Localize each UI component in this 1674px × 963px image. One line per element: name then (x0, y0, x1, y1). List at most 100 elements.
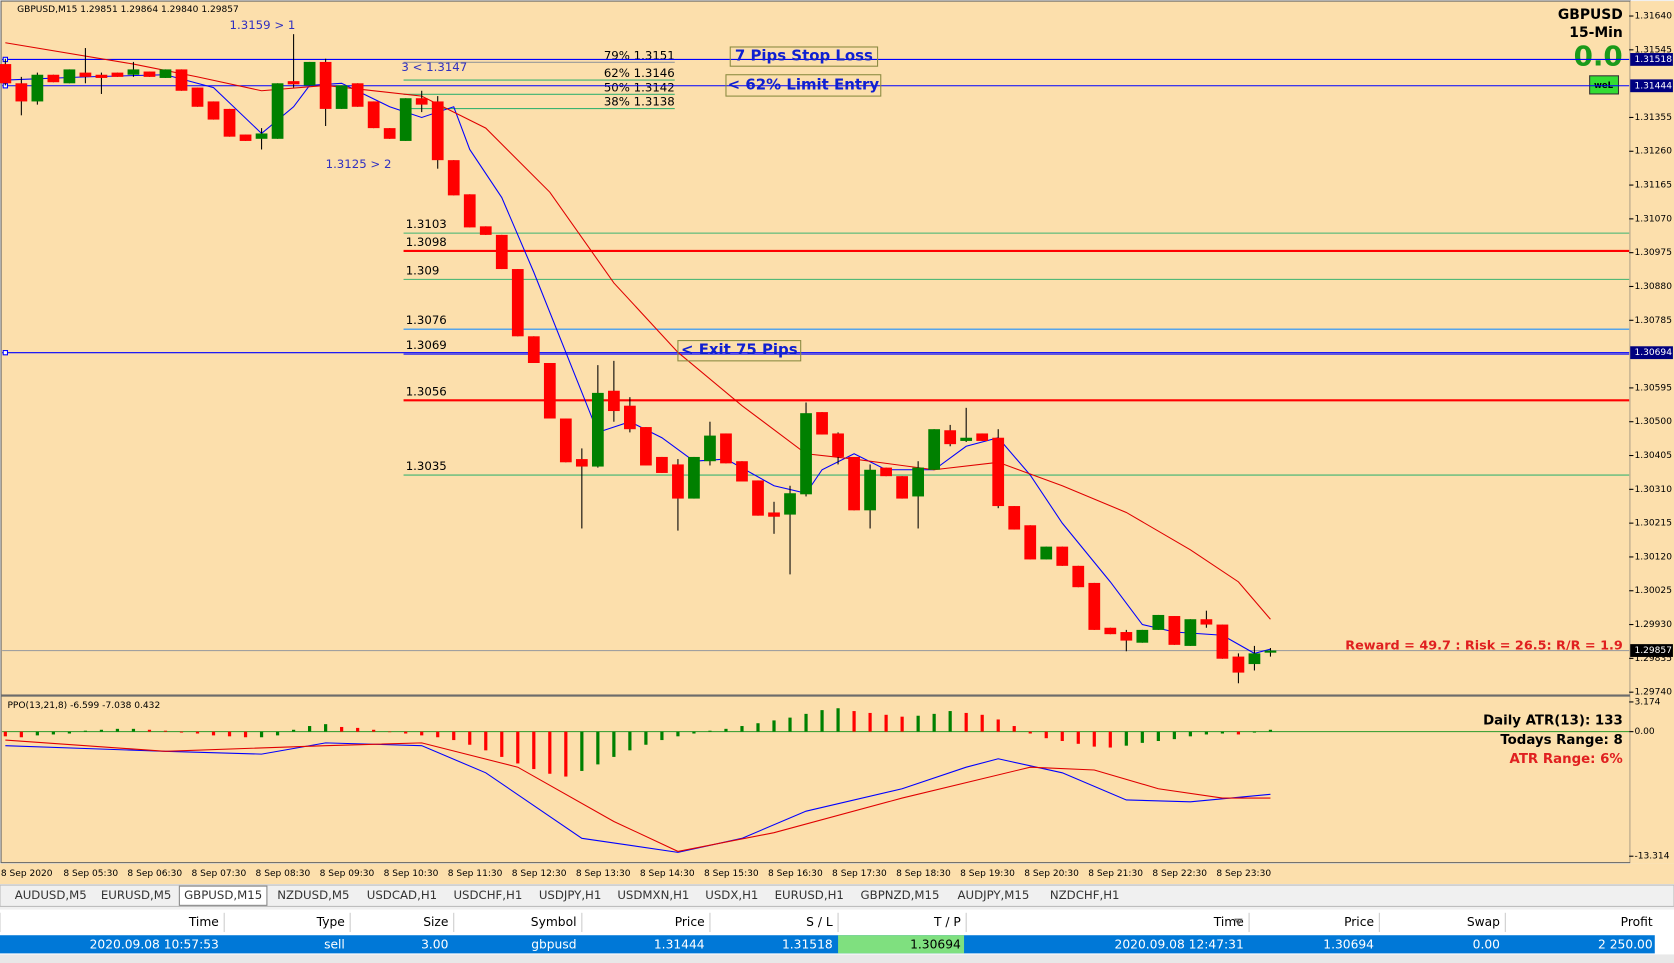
fib-label: 79% 1.3151 (604, 48, 675, 62)
histogram-bar (500, 731, 504, 757)
y-tick-label: 1.31545 (1634, 45, 1671, 55)
tab-label[interactable]: USDMXN,H1 (617, 888, 689, 902)
tab-label[interactable]: USDCHF,H1 (453, 888, 522, 902)
x-tick-label: 8 Sep 08:30 (256, 869, 311, 879)
tab-label[interactable]: USDX,H1 (705, 888, 758, 902)
tab-label[interactable]: USDCAD,H1 (367, 888, 437, 902)
candle-body (399, 98, 412, 141)
tab-label[interactable]: NZDUSD,M5 (277, 888, 349, 902)
price-tag-label: 1.31444 (1634, 81, 1672, 91)
histogram-bar (1188, 731, 1192, 737)
table-cell: sell (324, 937, 345, 951)
tab[interactable] (359, 886, 445, 906)
moving-average (5, 74, 1271, 654)
histogram-bar (804, 713, 808, 732)
histogram-bar (756, 723, 760, 732)
histogram-bar (179, 731, 184, 733)
histogram-bar (1236, 731, 1241, 735)
tab[interactable] (1039, 886, 1130, 906)
histogram-bar (1012, 726, 1016, 732)
table-cell: 0.00 (1473, 937, 1500, 951)
histogram-bar (692, 731, 696, 734)
candle-body (1056, 546, 1069, 566)
candle-body (1008, 506, 1021, 530)
histogram-bar (1172, 731, 1176, 740)
histogram-bar (19, 731, 23, 738)
y-tick-label: 1.29835 (1634, 654, 1671, 664)
candle-body (95, 74, 108, 78)
histogram-bar (99, 729, 104, 732)
tab-label[interactable]: EURUSD,M5 (101, 888, 172, 902)
table-header: Profit (1621, 915, 1653, 929)
level-label: 1.3098 (406, 235, 447, 249)
tab-label[interactable]: GBPNZD,M15 (861, 888, 940, 902)
histogram-bar (484, 731, 488, 751)
histogram-bar (596, 731, 600, 765)
tab[interactable] (531, 886, 609, 906)
candle-body (768, 512, 780, 517)
histogram-bar (1092, 731, 1096, 747)
histogram-bar (548, 731, 552, 774)
candle-body (720, 433, 732, 464)
indicator-header: PPO(13,21,8) -6.599 -7.038 0.432 (7, 701, 160, 711)
level-label: 1.309 (406, 263, 440, 277)
histogram-bar (211, 731, 216, 736)
tab-label[interactable]: AUDUSD,M5 (15, 888, 87, 902)
symbol-label: GBPUSD (1558, 7, 1623, 23)
candle-body (880, 467, 892, 477)
histogram-bar (532, 731, 536, 770)
tab[interactable] (8, 886, 93, 906)
tab-label[interactable]: USDJPY,H1 (539, 888, 602, 902)
tab[interactable] (446, 886, 530, 906)
tab[interactable] (853, 886, 947, 906)
candle-body (271, 83, 284, 139)
candle-body (143, 71, 156, 77)
histogram-bar (1028, 731, 1032, 734)
tp-cell (838, 935, 965, 954)
x-tick-label: 8 Sep 19:30 (960, 869, 1015, 879)
timeframe-label: 15-Min (1569, 25, 1622, 41)
y-tick-label: 1.29930 (1634, 620, 1672, 630)
histogram-bar (1060, 731, 1064, 741)
histogram-bar (163, 730, 168, 732)
candle-body (607, 390, 620, 412)
tab[interactable] (95, 886, 178, 906)
histogram-bar (724, 728, 728, 732)
candle-body (591, 392, 604, 467)
candle-body (1216, 624, 1229, 659)
candle-body (640, 427, 652, 466)
x-tick-label: 8 Sep 23:30 (1216, 869, 1271, 879)
fib-label: 38% 1.3138 (604, 95, 675, 109)
candle-body (511, 269, 524, 337)
tab[interactable] (269, 886, 358, 906)
tab[interactable] (610, 886, 697, 906)
y-tick-label: 1.29740 (1634, 688, 1672, 698)
candle-body (656, 456, 668, 473)
x-tick-label: 8 Sep 15:30 (704, 869, 759, 879)
tab-label[interactable]: GBPUSD,M15 (184, 888, 262, 902)
histogram-bar (259, 731, 264, 738)
histogram-bar (676, 731, 680, 737)
x-tick-label: 8 Sep 18:30 (896, 869, 951, 879)
tab[interactable] (178, 885, 268, 906)
histogram-bar (1220, 731, 1225, 734)
x-tick-label: 8 Sep 16:30 (768, 869, 823, 879)
table-header: Symbol (531, 915, 577, 929)
histogram-bar (628, 731, 632, 751)
histogram-bar (356, 727, 360, 732)
candle-body (1072, 565, 1085, 588)
fib-label: 62% 1.3146 (604, 66, 675, 80)
level-label: 1.3069 (406, 338, 447, 352)
tab[interactable] (698, 886, 766, 906)
tab[interactable] (949, 886, 1038, 906)
tab-label[interactable]: EURUSD,H1 (775, 888, 844, 902)
tab-label[interactable]: AUDJPY,M15 (957, 888, 1029, 902)
tab[interactable] (767, 886, 851, 906)
candle-body (912, 467, 925, 497)
tab-label[interactable]: NZDCHF,H1 (1050, 888, 1120, 902)
candle-body (1024, 525, 1037, 560)
histogram-bar (308, 726, 312, 732)
candle-body (688, 456, 700, 499)
table-row[interactable] (0, 935, 1655, 954)
histogram-bar (195, 731, 200, 734)
